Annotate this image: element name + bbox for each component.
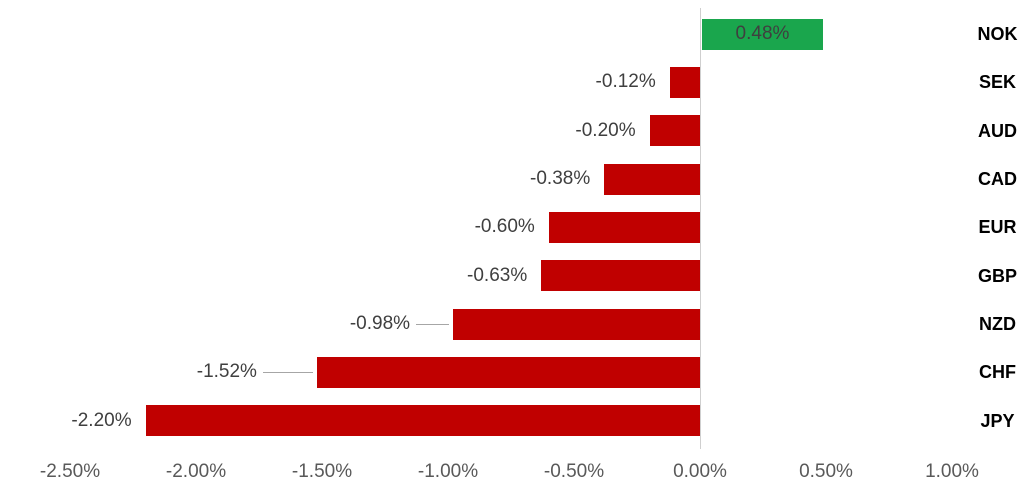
value-label-nzd: -0.98% bbox=[349, 313, 411, 335]
category-label-nok: NOK bbox=[977, 24, 1018, 45]
category-label-sek: SEK bbox=[978, 72, 1016, 93]
bar-cad bbox=[604, 163, 700, 195]
value-label-chf: -1.52% bbox=[196, 361, 257, 383]
category-label-cad: CAD bbox=[978, 169, 1017, 190]
zero-axis-line bbox=[700, 8, 701, 449]
bar-chf bbox=[316, 356, 700, 388]
x-tick-label: 0.00% bbox=[673, 461, 727, 482]
category-label-nzd: NZD bbox=[979, 314, 1016, 335]
leader-line-nzd bbox=[416, 324, 450, 326]
bar-eur bbox=[548, 211, 700, 243]
x-tick-label: 1.00% bbox=[925, 461, 979, 482]
x-tick-label: -1.00% bbox=[417, 461, 479, 482]
x-tick-label: -1.50% bbox=[291, 461, 353, 482]
category-label-eur: EUR bbox=[978, 217, 1017, 238]
bar-sek bbox=[669, 66, 700, 98]
bar-jpy bbox=[145, 405, 700, 437]
category-label-gbp: GBP bbox=[977, 265, 1017, 286]
value-label-aud: -0.20% bbox=[575, 119, 636, 141]
value-label-cad: -0.38% bbox=[530, 168, 591, 190]
bar-aud bbox=[649, 115, 700, 147]
value-label-jpy: -2.20% bbox=[71, 409, 132, 431]
x-tick-label: -2.50% bbox=[39, 461, 101, 482]
bar-gbp bbox=[541, 260, 700, 292]
leader-line-chf bbox=[262, 372, 313, 374]
value-label-nok: 0.48% bbox=[735, 23, 790, 45]
category-label-jpy: JPY bbox=[980, 410, 1015, 431]
x-tick-label: -2.00% bbox=[165, 461, 227, 482]
x-tick-label: 0.50% bbox=[799, 461, 853, 482]
category-label-aud: AUD bbox=[978, 120, 1017, 141]
bar-nzd bbox=[453, 308, 700, 340]
value-label-sek: -0.12% bbox=[595, 71, 656, 93]
value-label-gbp: -0.63% bbox=[467, 264, 528, 286]
category-label-chf: CHF bbox=[979, 362, 1016, 383]
value-label-eur: -0.60% bbox=[474, 216, 535, 238]
bar-nok bbox=[702, 18, 823, 50]
x-tick-label: -0.50% bbox=[543, 461, 605, 482]
